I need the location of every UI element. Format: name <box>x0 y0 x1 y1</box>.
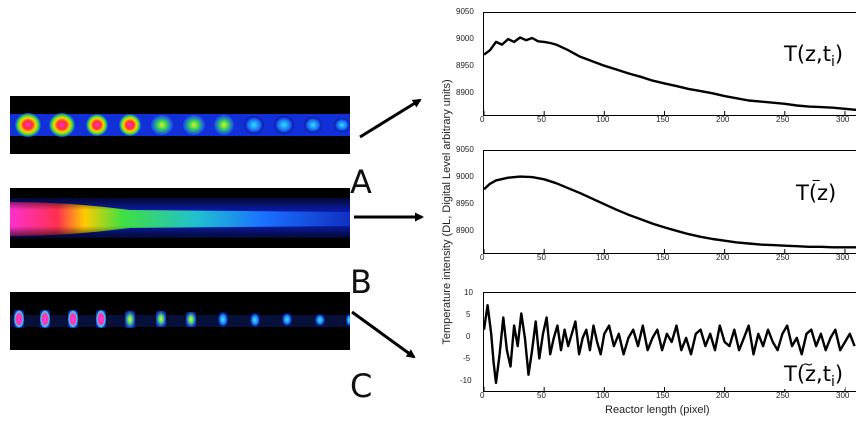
plot-c-series-line <box>482 303 856 385</box>
plot-c-ytick: -10 <box>460 376 472 385</box>
plot-a-ytick: 8950 <box>456 61 474 70</box>
plot-c <box>482 303 856 391</box>
panel-letter-b: B <box>350 263 372 301</box>
plot-c-xtick: 50 <box>537 391 546 400</box>
arrow-c <box>351 310 416 359</box>
plot-a-xtick: 150 <box>656 115 670 124</box>
plot-b-xtick: 100 <box>596 253 610 262</box>
thermal-image-b <box>10 188 350 248</box>
plot-a-ytick: 8900 <box>456 88 474 97</box>
plot-a-ytick: 9000 <box>456 34 474 43</box>
plot-a-xtick: 200 <box>716 115 730 124</box>
plot-a-xtick: 0 <box>480 115 485 124</box>
plot-c-xtick: 150 <box>656 391 670 400</box>
plot-b <box>483 175 856 253</box>
plot-a-label-main: T(z,t <box>784 42 831 66</box>
plot-b-xtick: 150 <box>656 253 670 262</box>
panel-letter-c: C <box>350 367 373 405</box>
plot-b-ytick: 8950 <box>456 199 474 208</box>
plot-c-xtick: 300 <box>836 391 850 400</box>
panel-letter-a: A <box>350 163 372 201</box>
thermal-image-b-graphic <box>10 198 350 238</box>
plot-c-label-main: T(z,t <box>784 362 831 386</box>
plot-c-ytick: 0 <box>466 332 471 341</box>
plot-c-xtick: 100 <box>596 391 610 400</box>
plot-b-frame <box>483 150 856 254</box>
plot-c-label-accent: ~ <box>801 357 814 373</box>
plot-b-xtick: 300 <box>836 253 850 262</box>
plot-b-ytick: 8900 <box>456 226 474 235</box>
plot-c-ytick: -5 <box>463 354 471 363</box>
thermal-image-c <box>10 292 350 350</box>
plot-a-xtick: 250 <box>776 115 790 124</box>
plot-c-ytick: 10 <box>464 288 473 297</box>
plot-a-frame <box>483 12 856 116</box>
x-axis-label: Reactor length (pixel) <box>605 404 710 416</box>
y-axis-label: Temperature intensity (DL, Digital Level… <box>441 79 453 345</box>
thermal-image-a <box>10 96 350 154</box>
plot-c-xtick: 200 <box>716 391 730 400</box>
plot-a-xtick: 300 <box>836 115 850 124</box>
plot-a-xtick: 50 <box>537 115 546 124</box>
plot-c-label-close: ) <box>834 362 844 386</box>
plot-c-xtick: 0 <box>480 391 485 400</box>
plot-b-xtick: 0 <box>480 253 485 262</box>
plot-b-xtick: 200 <box>716 253 730 262</box>
plot-a <box>483 36 856 115</box>
plot-a-label: T(z,ti) <box>784 42 844 71</box>
arrow-a <box>359 98 422 139</box>
plot-a-ytick: 9050 <box>456 7 474 16</box>
plot-b-series-line <box>483 175 856 249</box>
plot-b-label-accent: ‾ <box>812 179 820 195</box>
plot-c-label: ~ T(z,ti) <box>782 358 846 391</box>
plot-a-series-line <box>483 36 856 112</box>
plot-b-label-main: T(z) <box>796 181 837 205</box>
plot-c-xtick: 250 <box>776 391 790 400</box>
plot-a-label-close: ) <box>834 42 844 66</box>
thermal-image-a-graphic <box>10 113 350 137</box>
plot-b-ytick: 9000 <box>456 172 474 181</box>
plot-b-xtick: 50 <box>537 253 546 262</box>
thermal-image-c-graphic <box>10 310 350 328</box>
plot-c-label-sub: i <box>830 374 835 391</box>
plot-c-ytick: 5 <box>466 310 471 319</box>
plot-b-ytick: 9050 <box>456 145 474 154</box>
plot-b-xtick: 250 <box>776 253 790 262</box>
plot-a-label-sub: i <box>830 54 835 71</box>
plot-b-label: ‾ T(z) <box>796 179 837 205</box>
plot-a-xtick: 100 <box>596 115 610 124</box>
